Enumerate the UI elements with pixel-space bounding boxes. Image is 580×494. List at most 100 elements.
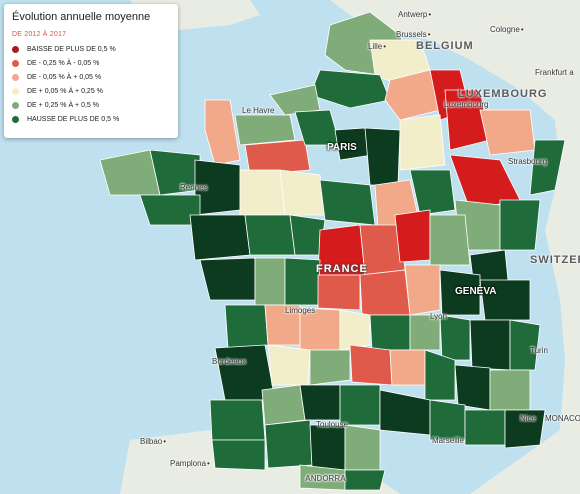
- city-frankfurt: Frankfurt a: [535, 68, 574, 77]
- region-doubs: [499, 199, 541, 251]
- region-haute-garonne: [264, 419, 313, 469]
- legend-label: DE - 0,25 % À - 0,05 %: [27, 59, 100, 67]
- legend-title: Évolution annuelle moyenne: [12, 11, 151, 23]
- legend-swatch: [12, 115, 19, 123]
- legend-swatch: [12, 73, 19, 81]
- region-landes: [209, 399, 266, 441]
- legend-label: DE + 0,25 % À + 0,5 %: [27, 101, 99, 109]
- region-somme: [309, 69, 391, 109]
- city-limoges: Limoges: [285, 306, 316, 315]
- france-regions: [99, 11, 566, 491]
- legend-item: DE + 0,25 % À + 0,5 %: [12, 98, 170, 112]
- country-france: FRANCE: [316, 263, 368, 275]
- city-monaco: MONACO: [545, 414, 580, 423]
- region-maine-et-loire: [244, 214, 296, 256]
- region-seine-maritime: [269, 84, 321, 116]
- region-isere: [469, 319, 511, 371]
- region-drome: [454, 364, 491, 411]
- region-sarthe: [279, 169, 326, 216]
- legend-item: DE - 0,05 % À + 0,05 %: [12, 70, 170, 84]
- country-belgium: BELGIUM: [416, 40, 474, 52]
- city-luxembourg: Luxembourg: [444, 100, 489, 109]
- region-hautes-alpes: [489, 369, 531, 411]
- legend-swatch: [12, 101, 19, 109]
- region-mayenne: [239, 169, 286, 216]
- region-calvados: [234, 114, 296, 146]
- city-marseille: Marseille: [432, 436, 465, 445]
- region-ain: [439, 269, 481, 316]
- legend-item: HAUSSE DE PLUS DE 0,5 %: [12, 112, 170, 126]
- region-allier: [359, 269, 411, 316]
- region-loire-atlantique: [189, 214, 251, 261]
- region-aube: [409, 169, 456, 216]
- city-lehavre: Le Havre: [242, 106, 275, 115]
- region-cantal: [349, 344, 393, 386]
- region-eure: [294, 109, 341, 146]
- region-savoie: [509, 319, 541, 371]
- region-lot: [299, 384, 341, 421]
- neighbour-land-northeast: [330, 0, 580, 494]
- region-vendee: [199, 257, 256, 301]
- legend-item: DE - 0,25 % À - 0,05 %: [12, 56, 170, 70]
- legend-swatch: [12, 45, 19, 53]
- legend-label: DE - 0,05 % À + 0,05 %: [27, 73, 102, 81]
- city-lyon: Lyon: [430, 312, 448, 321]
- region-dordogne: [267, 344, 311, 386]
- region-loiret: [319, 179, 376, 226]
- legend-item: DE + 0,05 % À + 0,25 %: [12, 84, 170, 98]
- region-aveyron: [339, 384, 381, 426]
- region-puy-de-dome: [369, 314, 411, 351]
- region-moselle: [479, 109, 536, 156]
- region-seine-et-marne: [364, 127, 401, 186]
- region-alpes-maritimes: [504, 409, 546, 449]
- city-nice: Nice: [520, 414, 537, 423]
- region-indre: [317, 274, 361, 311]
- city-cologne: Cologne: [490, 25, 524, 34]
- city-toulouse: Toulouse: [316, 420, 349, 429]
- region-vienne: [284, 257, 321, 306]
- region-charente-maritime: [224, 304, 269, 349]
- region-vaucluse: [429, 399, 466, 441]
- legend-label: HAUSSE DE PLUS DE 0,5 %: [27, 115, 120, 123]
- region-deux-sevres: [254, 257, 286, 306]
- region-finistere: [99, 149, 161, 196]
- legend-label: DE + 0,05 % À + 0,25 %: [27, 87, 103, 95]
- region-correze: [309, 349, 351, 386]
- legend-subtitle: DE 2012 À 2017: [12, 31, 67, 38]
- city-rennes: Rennes: [180, 183, 208, 192]
- city-paris: PARIS: [327, 142, 357, 153]
- region-saone: [429, 214, 471, 266]
- city-lille: Lille: [368, 42, 386, 51]
- region-aisne: [384, 69, 441, 121]
- region-var: [464, 409, 506, 446]
- legend-swatch: [12, 87, 19, 95]
- city-geneva: GENÈVA: [455, 286, 497, 297]
- city-andorra: ANDORRA: [305, 474, 346, 483]
- region-lot-et-garonne: [261, 384, 306, 426]
- city-brussels: Brussels: [396, 30, 431, 39]
- region-manche: [204, 99, 241, 166]
- region-herault: [344, 424, 381, 471]
- city-turin: Turin: [530, 346, 548, 355]
- region-marne: [399, 114, 446, 171]
- region-creuse: [339, 309, 371, 351]
- region-cote-dor: [394, 209, 431, 263]
- region-saone-loire: [404, 264, 441, 316]
- region-rhone: [439, 314, 471, 361]
- legend-item: BAISSE DE PLUS DE 0,5 %: [12, 42, 170, 56]
- region-loire: [409, 314, 441, 351]
- country-switzerland: SWITZER: [530, 254, 580, 266]
- region-aude: [344, 469, 386, 491]
- legend-swatch: [12, 59, 19, 67]
- city-strasbourg: Strasbourg: [508, 157, 548, 166]
- region-haute-loire: [389, 349, 426, 386]
- country-luxembourg: LUXEMBOURG: [458, 88, 548, 100]
- legend: Évolution annuelle moyenne DE 2012 À 201…: [4, 4, 178, 138]
- region-ardeche: [424, 349, 456, 401]
- region-pyrenees-atl: [211, 439, 266, 471]
- region-ariege: [309, 424, 346, 471]
- region-haute-savoie: [479, 279, 531, 321]
- region-alsace: [529, 139, 566, 196]
- city-bilbao: Bilbao: [140, 437, 166, 446]
